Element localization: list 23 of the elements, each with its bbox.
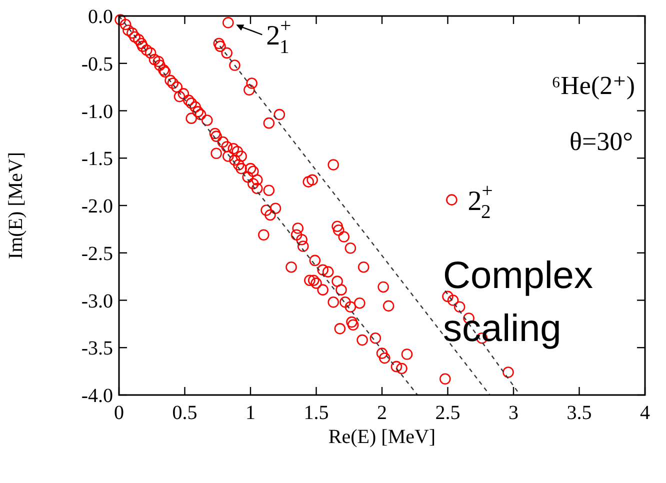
annotation: ⁶He(2⁺) xyxy=(552,71,635,100)
x-tick-label: 0 xyxy=(114,402,124,424)
x-tick-label: 4 xyxy=(640,402,650,424)
x-tick-label: 3.5 xyxy=(566,402,592,424)
x-tick-label: 1 xyxy=(246,402,256,424)
y-tick-label: -0.5 xyxy=(81,53,113,76)
y-tick-label: -3.5 xyxy=(81,338,113,360)
y-tick-label: -2.0 xyxy=(81,196,113,218)
y-tick-label: -4.0 xyxy=(81,385,113,407)
y-tick-label: -1.5 xyxy=(81,148,113,170)
x-axis-title: Re(E) [MeV] xyxy=(328,426,436,448)
x-tick-label: 1.5 xyxy=(304,402,329,424)
y-axis-title: Im(E) [MeV] xyxy=(5,152,27,260)
x-tick-label: 0.5 xyxy=(172,402,198,424)
y-tick-label: -1.0 xyxy=(81,100,113,123)
y-tick-label: -2.5 xyxy=(81,242,113,265)
y-tick-label: -3.0 xyxy=(81,290,113,312)
x-tick-label: 3 xyxy=(508,402,518,424)
x-tick-label: 2 xyxy=(377,402,387,424)
x-tick-label: 2.5 xyxy=(435,402,460,424)
y-tick-label: 0.0 xyxy=(88,6,113,28)
annotation: θ=30° xyxy=(569,127,633,156)
annotation: Complex scaling xyxy=(443,255,593,350)
